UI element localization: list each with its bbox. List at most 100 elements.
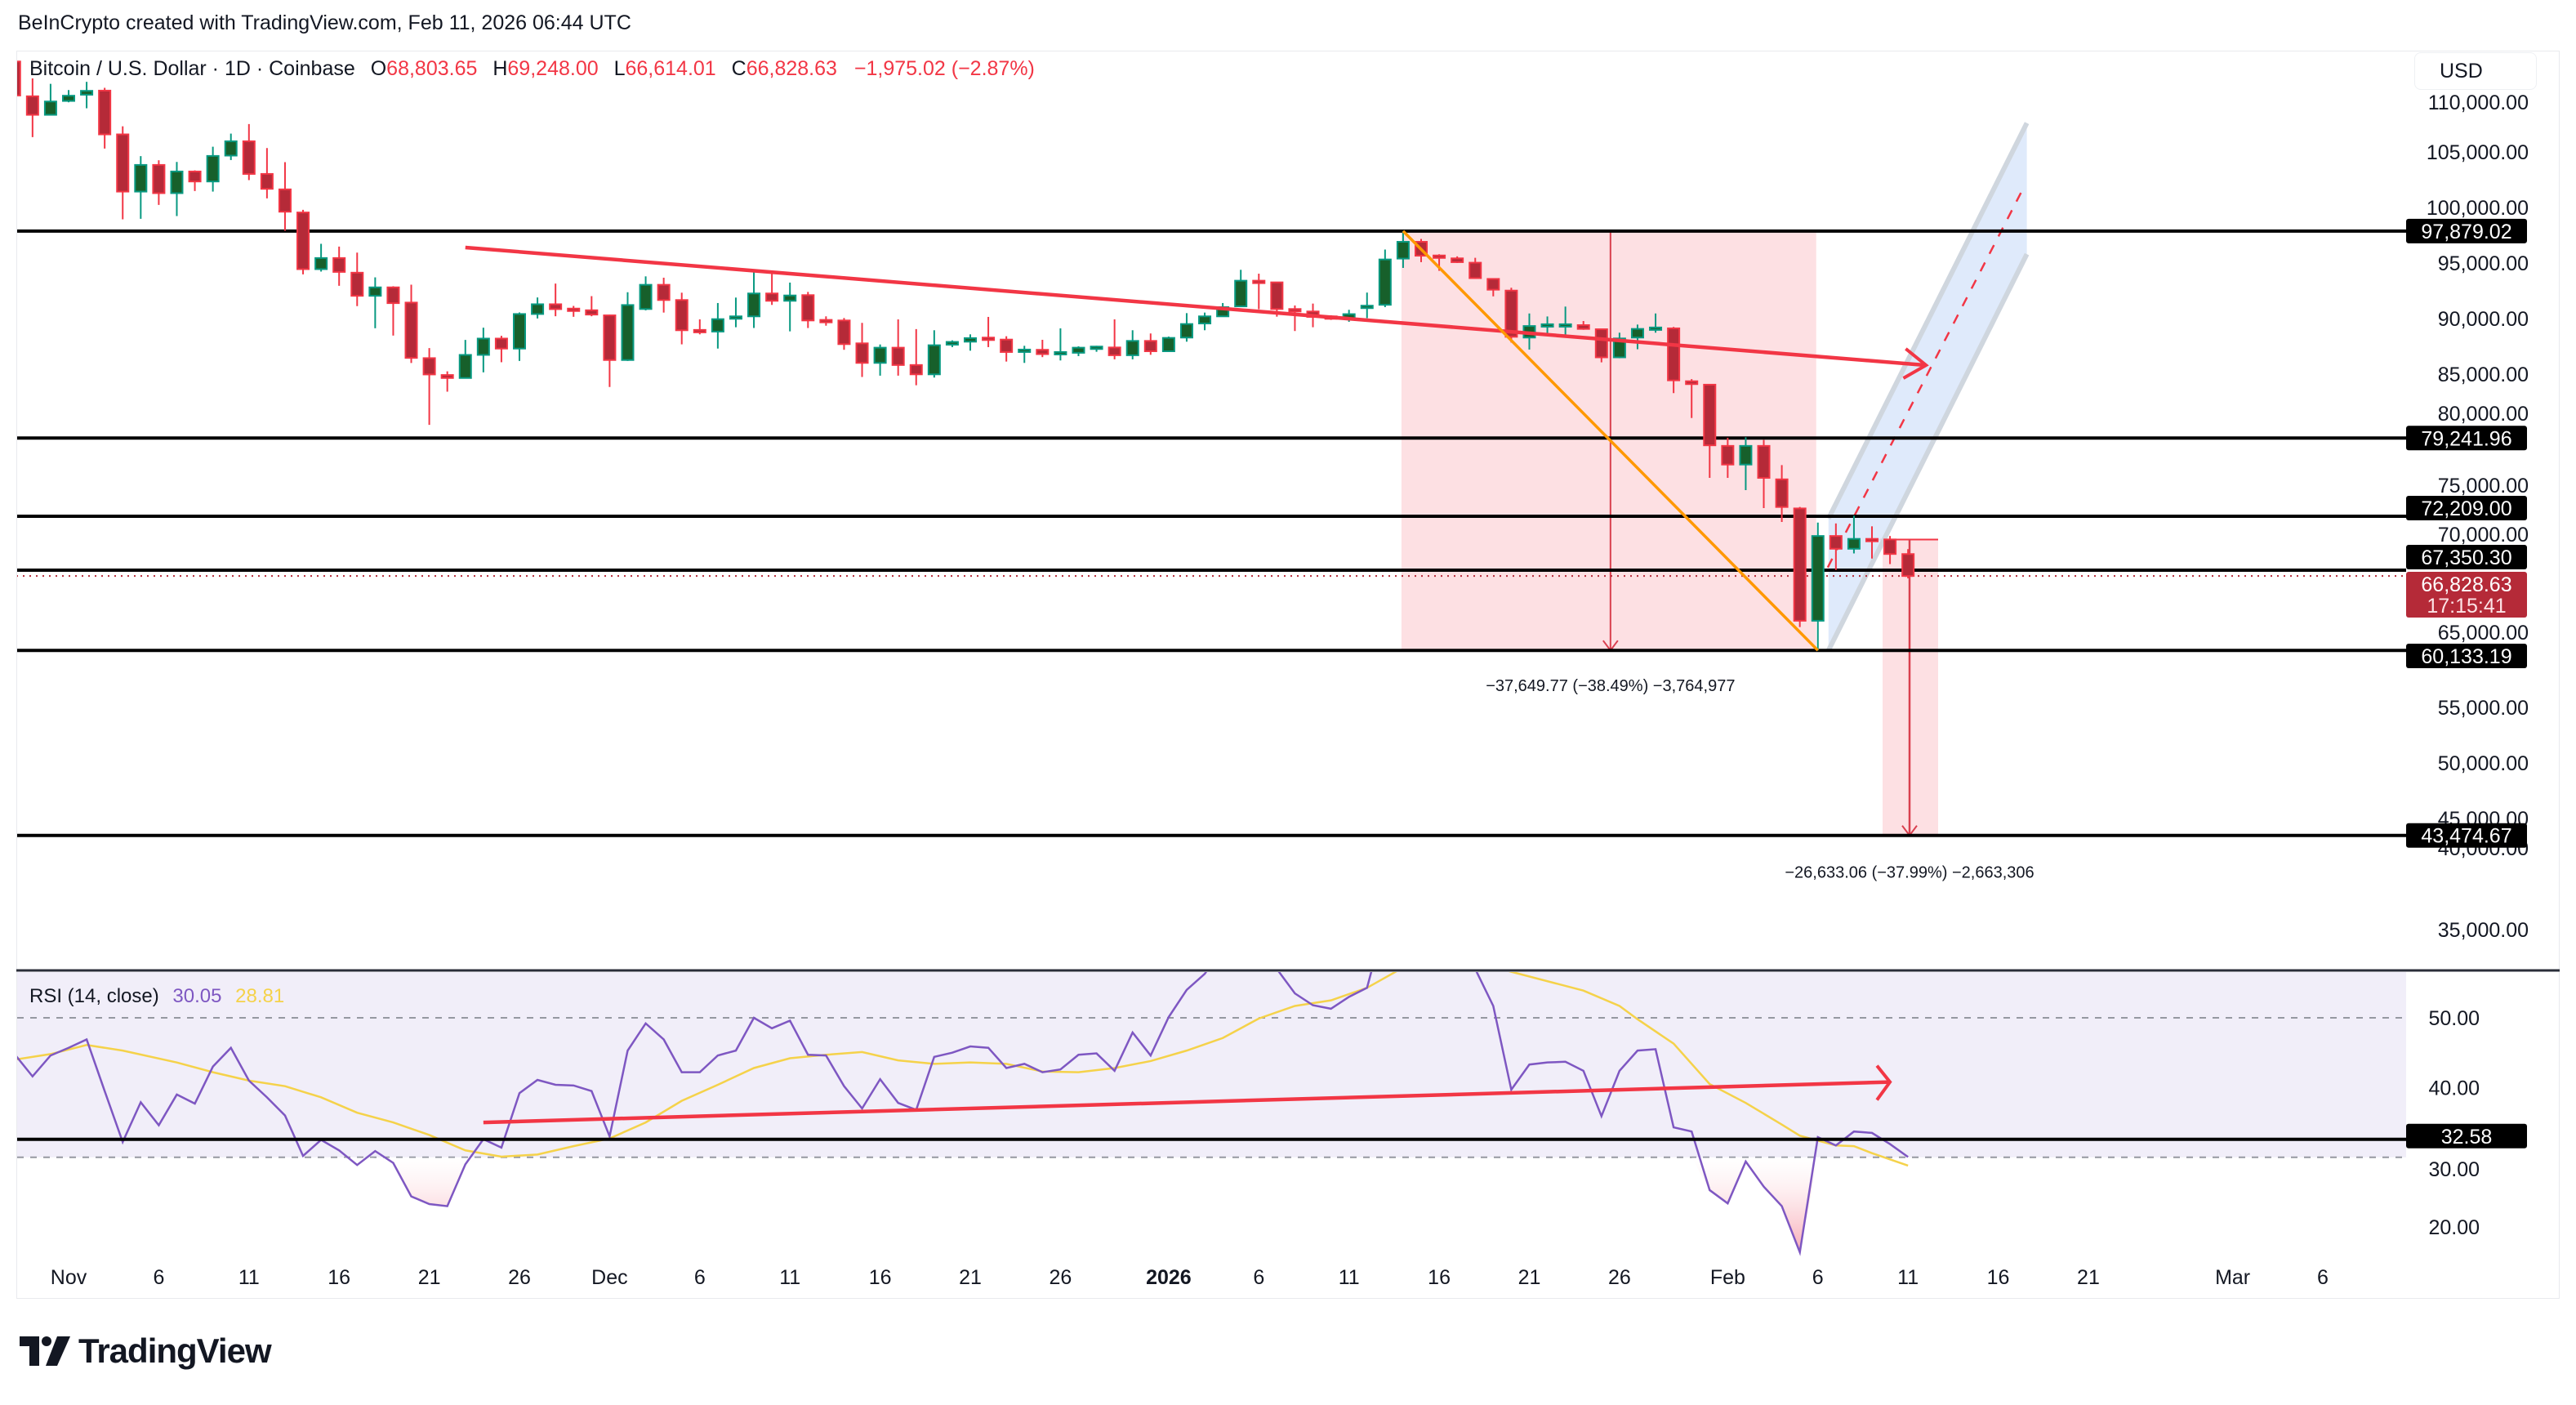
candle[interactable]: [116, 126, 130, 220]
tradingview-logo[interactable]: TradingView: [20, 1331, 272, 1371]
candle[interactable]: [675, 292, 689, 345]
candle[interactable]: [585, 296, 599, 317]
candle[interactable]: [1179, 313, 1193, 342]
candle[interactable]: [314, 243, 328, 272]
candle[interactable]: [837, 318, 851, 350]
candle[interactable]: [1685, 379, 1699, 418]
candle[interactable]: [494, 336, 508, 363]
candle[interactable]: [1288, 305, 1302, 332]
candle[interactable]: [1739, 437, 1753, 490]
candle[interactable]: [657, 277, 671, 313]
rsi-line[interactable]: [15, 892, 1909, 1256]
candle[interactable]: [1252, 274, 1266, 310]
candle[interactable]: [25, 78, 39, 137]
candle[interactable]: [404, 284, 418, 364]
rsi-legend[interactable]: RSI (14, close) 30.05 28.81: [29, 985, 284, 1008]
candle[interactable]: [1054, 328, 1067, 361]
candle[interactable]: [964, 334, 977, 351]
candle[interactable]: [1486, 278, 1500, 297]
candle[interactable]: [278, 162, 292, 231]
candle[interactable]: [945, 340, 959, 347]
candle[interactable]: [1072, 346, 1085, 356]
candle[interactable]: [1234, 270, 1248, 308]
candle[interactable]: [765, 272, 779, 306]
candle[interactable]: [1270, 281, 1284, 317]
parallel-channel[interactable]: [1828, 123, 2027, 651]
candle[interactable]: [1576, 320, 1590, 330]
candle[interactable]: [1793, 506, 1807, 627]
candle[interactable]: [260, 148, 274, 198]
candle[interactable]: [206, 146, 220, 192]
candle[interactable]: [1703, 383, 1717, 479]
candle[interactable]: [350, 252, 364, 306]
candle[interactable]: [549, 283, 563, 317]
candle[interactable]: [1865, 526, 1879, 559]
candle[interactable]: [1649, 313, 1663, 333]
candle[interactable]: [1125, 330, 1139, 359]
candle[interactable]: [134, 156, 148, 219]
candle[interactable]: [9, 52, 21, 102]
candle[interactable]: [1829, 523, 1843, 570]
symbol-legend[interactable]: Bitcoin / U.S. Dollar · 1D · Coinbase O6…: [29, 57, 1035, 81]
candle[interactable]: [603, 314, 617, 387]
candle[interactable]: [747, 271, 761, 328]
rsi-plot[interactable]: [15, 892, 2406, 1256]
candle[interactable]: [1901, 549, 1915, 579]
candle[interactable]: [1667, 327, 1681, 394]
candle[interactable]: [368, 277, 382, 328]
candle[interactable]: [567, 306, 581, 317]
candle[interactable]: [855, 323, 869, 377]
candle[interactable]: [62, 90, 75, 103]
candle[interactable]: [621, 292, 635, 361]
candle[interactable]: [982, 316, 996, 347]
candle[interactable]: [188, 170, 202, 191]
candle[interactable]: [1396, 230, 1410, 268]
candle[interactable]: [819, 316, 833, 326]
candle[interactable]: [1540, 316, 1554, 336]
candle[interactable]: [152, 160, 166, 205]
candle[interactable]: [513, 312, 526, 361]
candle[interactable]: [891, 319, 905, 376]
channel-upper-line[interactable]: [1826, 122, 2030, 520]
candle[interactable]: [927, 330, 941, 378]
candle[interactable]: [422, 348, 436, 426]
candle[interactable]: [98, 87, 112, 149]
candle[interactable]: [1143, 333, 1157, 355]
candle[interactable]: [729, 297, 742, 328]
candle[interactable]: [43, 83, 57, 116]
candle[interactable]: [1811, 522, 1825, 651]
candle[interactable]: [639, 276, 653, 310]
candle[interactable]: [458, 340, 472, 379]
candle[interactable]: [801, 292, 815, 328]
candle[interactable]: [531, 297, 545, 319]
candle[interactable]: [909, 328, 923, 386]
candle[interactable]: [170, 162, 184, 216]
candle[interactable]: [1847, 515, 1861, 554]
candle[interactable]: [476, 328, 490, 372]
candle[interactable]: [1468, 257, 1482, 279]
candle[interactable]: [1018, 346, 1032, 364]
candle[interactable]: [711, 302, 724, 349]
candle[interactable]: [1360, 292, 1374, 319]
candle[interactable]: [1378, 249, 1392, 307]
channel-lower-line[interactable]: [1826, 252, 2030, 652]
candle[interactable]: [1775, 465, 1789, 523]
candle[interactable]: [1558, 306, 1572, 336]
candle[interactable]: [1630, 324, 1644, 350]
candle[interactable]: [440, 371, 454, 392]
candle[interactable]: [783, 282, 797, 332]
price-pane[interactable]: −37,649.77 (−38.49%) −3,764,977 −26,633.0…: [9, 52, 2406, 882]
candle[interactable]: [873, 344, 887, 376]
candle[interactable]: [80, 82, 94, 109]
candle[interactable]: [1883, 536, 1897, 564]
candle[interactable]: [1090, 346, 1103, 352]
candle[interactable]: [1451, 256, 1464, 263]
candle[interactable]: [1612, 332, 1626, 359]
candle[interactable]: [242, 123, 256, 181]
candle[interactable]: [1594, 328, 1608, 363]
descending-trendline[interactable]: [465, 245, 1927, 368]
candle[interactable]: [1000, 336, 1014, 362]
rsi-rising-trendline[interactable]: [483, 1080, 1891, 1125]
candle[interactable]: [224, 133, 238, 160]
